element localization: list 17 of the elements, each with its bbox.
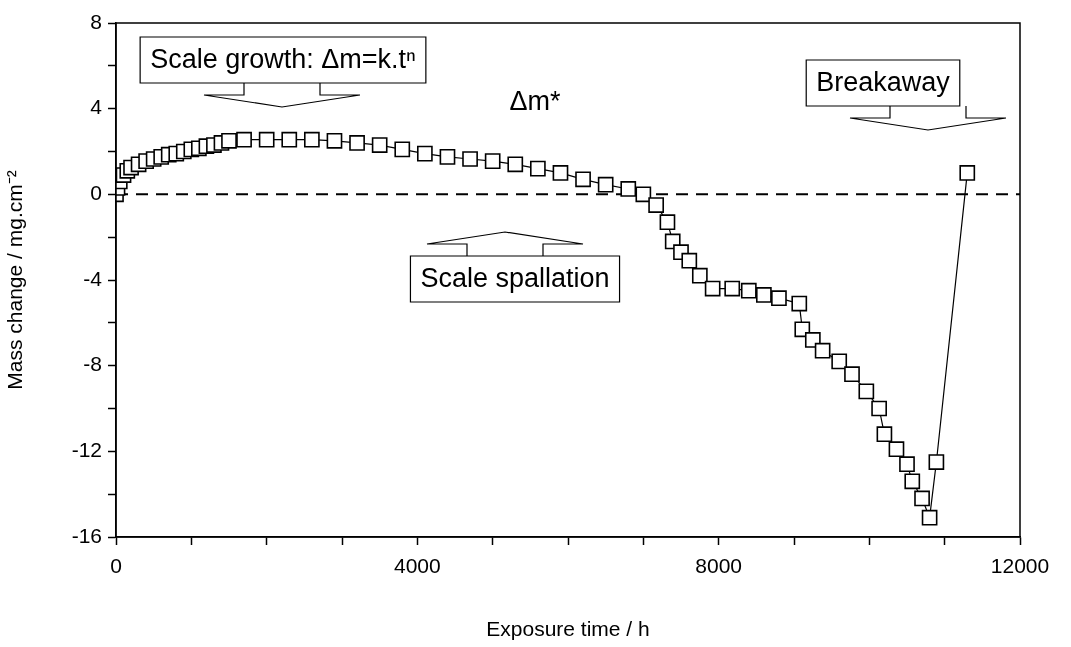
y-tick-label: -16 <box>71 523 102 547</box>
x-tick-label: 12000 <box>990 554 1050 578</box>
y-tick-label: 8 <box>90 9 102 33</box>
y-tick-label: -4 <box>83 266 103 290</box>
x-tick-label: 0 <box>110 554 122 578</box>
annotation: Δm* <box>509 86 561 117</box>
y-tick-label: -12 <box>71 438 102 462</box>
y-tick-label: 0 <box>90 181 102 205</box>
annotation: Scale growth: Δm=k.tⁿ <box>150 44 416 75</box>
y-tick-label: 4 <box>90 95 103 119</box>
x-tick-label: 8000 <box>695 554 743 578</box>
annotation: Breakaway <box>816 67 951 98</box>
annotation: Scale spallation <box>420 263 610 294</box>
y-axis-title: Mass change / mg.cm⁻² <box>3 170 27 390</box>
y-tick-label: -8 <box>83 352 102 376</box>
x-axis-title: Exposure time / h <box>486 617 650 641</box>
x-tick-label: 4000 <box>393 554 441 578</box>
